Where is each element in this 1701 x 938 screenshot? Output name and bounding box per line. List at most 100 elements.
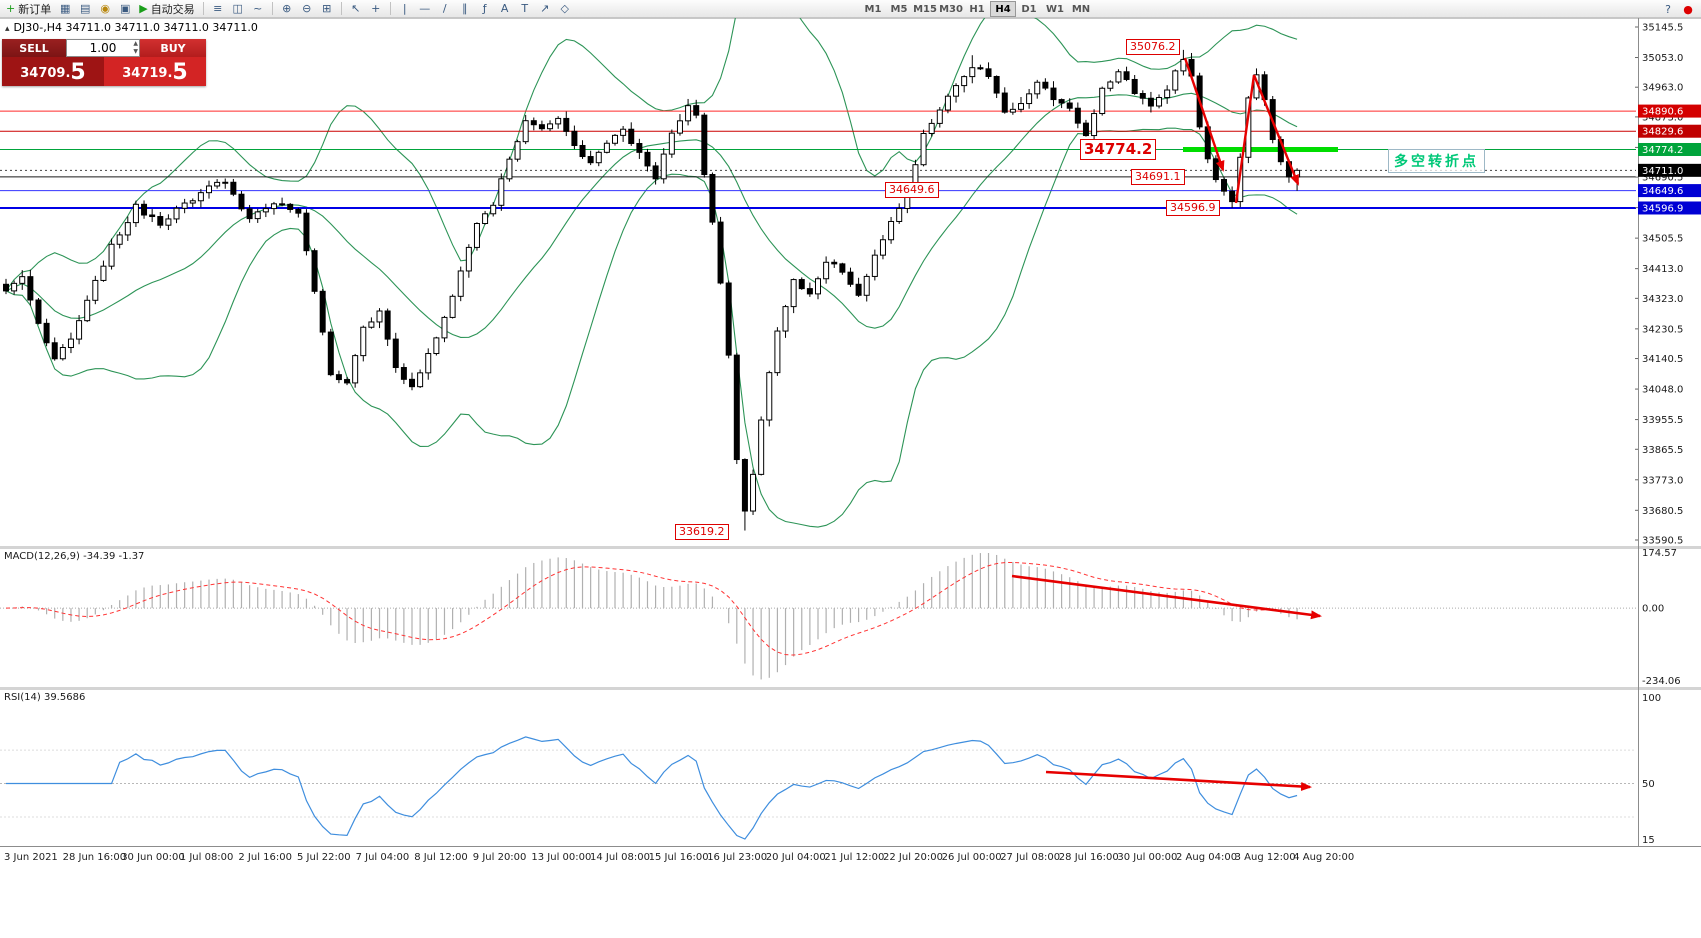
market-watch-icon[interactable]: ▤ xyxy=(76,1,94,17)
bollinger-lower xyxy=(5,127,1298,528)
price-annotation[interactable]: 34774.2 xyxy=(1080,139,1157,160)
toolbar-right-group: ? ● xyxy=(1658,1,1698,17)
volume-down-icon[interactable]: ▼ xyxy=(133,48,138,55)
time-axis-label: 14 Jul 08:00 xyxy=(590,852,650,863)
fibonacci-icon[interactable]: ƒ xyxy=(476,1,494,17)
toolbar-separator xyxy=(389,2,391,15)
terminal-icon[interactable]: ▣ xyxy=(116,1,134,17)
toolbar-separator xyxy=(271,2,273,15)
time-axis-label: 4 Aug 20:00 xyxy=(1293,852,1354,863)
tile-windows-icon-glyph: ⊞ xyxy=(322,2,332,15)
arrows-tool-icon-glyph: ↗ xyxy=(540,2,550,15)
trend-arrow[interactable] xyxy=(1234,74,1256,204)
autotrading-button[interactable]: ▶ 自动交易 xyxy=(136,1,197,17)
fibonacci-icon-glyph: ƒ xyxy=(482,2,487,15)
trend-arrow[interactable] xyxy=(1183,57,1225,172)
symbol-info: ▴ DJ30-,H4 34711.0 34711.0 34711.0 34711.… xyxy=(5,21,258,34)
price-tag-label: 34596.9 xyxy=(1642,203,1683,214)
timeframe-m5[interactable]: M5 xyxy=(890,3,908,15)
vertical-line-icon[interactable]: | xyxy=(396,1,414,17)
new-order-button-label: 新订单 xyxy=(18,2,52,16)
timeframe-d1[interactable]: D1 xyxy=(1021,3,1037,15)
price-tick: 34323.0 xyxy=(1642,294,1683,305)
navigator-icon[interactable]: ◉ xyxy=(96,1,114,17)
panel-separator[interactable] xyxy=(0,687,1701,690)
arrows-tool-icon[interactable]: ↗ xyxy=(536,1,554,17)
sell-price[interactable]: 34709. 5 xyxy=(2,57,104,86)
timeframe-m1[interactable]: M1 xyxy=(864,3,882,15)
timeframe-h4[interactable]: H4 xyxy=(990,1,1016,17)
volume-input[interactable]: 1.00 ▲ ▼ xyxy=(66,39,140,57)
autotrading-button-label: 自动交易 xyxy=(150,2,195,16)
text-icon[interactable]: A xyxy=(496,1,514,17)
timeframe-m15[interactable]: M15 xyxy=(913,3,937,15)
collapse-panel-icon[interactable]: ▴ xyxy=(5,24,10,34)
promo-icon[interactable]: ● xyxy=(1683,2,1693,16)
candles-chart-icon-glyph: ◫ xyxy=(232,2,243,15)
candlesticks xyxy=(3,49,1301,531)
tile-windows-icon[interactable]: ⊞ xyxy=(318,1,336,17)
macd-axis-label: 0.00 xyxy=(1642,604,1664,615)
price-tag-label: 34711.0 xyxy=(1642,166,1683,177)
time-axis-label: 26 Jul 00:00 xyxy=(942,852,1002,863)
channel-icon[interactable]: ∥ xyxy=(456,1,474,17)
horizontal-line-icon[interactable]: — xyxy=(416,1,434,17)
price-annotation[interactable]: 35076.2 xyxy=(1126,39,1180,55)
price-annotation[interactable]: 34596.9 xyxy=(1166,200,1220,216)
time-axis-label: 3 Jun 2021 xyxy=(4,852,58,863)
cursor-icon[interactable]: ↖ xyxy=(347,1,365,17)
price-tick: 34230.5 xyxy=(1642,324,1683,335)
trendline-icon-glyph: / xyxy=(442,2,447,15)
price-tick: 35145.5 xyxy=(1642,23,1683,34)
help-icon[interactable]: ? xyxy=(1665,2,1671,16)
macd-trend-arrow[interactable] xyxy=(1011,574,1322,620)
rsi-line xyxy=(6,736,1298,840)
new-order-glyph: + xyxy=(6,2,16,15)
time-axis-label: 7 Jul 04:00 xyxy=(356,852,410,863)
price-tick: 33773.0 xyxy=(1642,475,1683,486)
buy-button[interactable]: BUY xyxy=(140,39,206,57)
zoom-out-icon-glyph: ⊖ xyxy=(302,2,312,15)
line-chart-icon[interactable]: ~ xyxy=(249,1,267,17)
chart-window-icon[interactable]: ▦ xyxy=(56,1,74,17)
price-tag xyxy=(1638,184,1701,198)
volume-spinner[interactable]: ▲ ▼ xyxy=(133,40,138,56)
candles-chart-icon[interactable]: ◫ xyxy=(229,1,247,17)
shapes-icon-glyph: ◇ xyxy=(560,2,569,15)
rsi-trend-arrow[interactable] xyxy=(1045,770,1312,791)
crosshair-icon[interactable]: + xyxy=(367,1,385,17)
sell-button[interactable]: SELL xyxy=(2,39,66,57)
shapes-icon[interactable]: ◇ xyxy=(556,1,574,17)
panel-separator[interactable] xyxy=(0,546,1701,549)
bars-chart-icon[interactable]: ≡ xyxy=(209,1,227,17)
price-annotation[interactable]: 33619.2 xyxy=(675,524,729,540)
price-tick: 33955.5 xyxy=(1642,415,1683,426)
time-axis-label: 8 Jul 12:00 xyxy=(414,852,468,863)
timeframe-mn[interactable]: MN xyxy=(1071,3,1091,15)
rsi-label: RSI(14) 39.5686 xyxy=(4,692,86,703)
zoom-in-icon-glyph: ⊕ xyxy=(282,2,292,15)
toolbar-separator xyxy=(202,2,204,15)
turning-point-note[interactable]: 多空转折点 xyxy=(1388,149,1485,173)
price-tick: 33680.5 xyxy=(1642,506,1683,517)
price-tag-label: 34649.6 xyxy=(1642,186,1683,197)
timeframe-w1[interactable]: W1 xyxy=(1046,3,1064,15)
price-annotation[interactable]: 34691.1 xyxy=(1131,169,1185,185)
zoom-in-icon[interactable]: ⊕ xyxy=(278,1,296,17)
price-annotation[interactable]: 34649.6 xyxy=(885,182,939,198)
time-axis-label: 27 Jul 08:00 xyxy=(1000,852,1060,863)
vertical-line-icon-glyph: | xyxy=(402,2,407,15)
toolbar: + 新订单 ▦ ▤ ◉ ▣ ▶ 自动交易 ≡ ◫ ~ ⊕ ⊖ ⊞ ↖ + | — / ∥ ƒ A T ↗ ◇ M1 M5 M15 M3… xyxy=(0,0,1701,18)
time-axis-label: 21 Jul 12:00 xyxy=(824,852,884,863)
macd-panel xyxy=(0,553,1636,680)
timeframe-h1[interactable]: H1 xyxy=(969,3,985,15)
new-order-button[interactable]: + 新订单 xyxy=(3,1,54,17)
timeframe-m30[interactable]: M30 xyxy=(939,3,963,15)
buy-price[interactable]: 34719. 5 xyxy=(104,57,206,86)
trend-arrow[interactable] xyxy=(1252,74,1300,186)
volume-up-icon[interactable]: ▲ xyxy=(133,40,138,47)
zoom-out-icon[interactable]: ⊖ xyxy=(298,1,316,17)
label-icon[interactable]: T xyxy=(516,1,534,17)
trendline-icon[interactable]: / xyxy=(436,1,454,17)
